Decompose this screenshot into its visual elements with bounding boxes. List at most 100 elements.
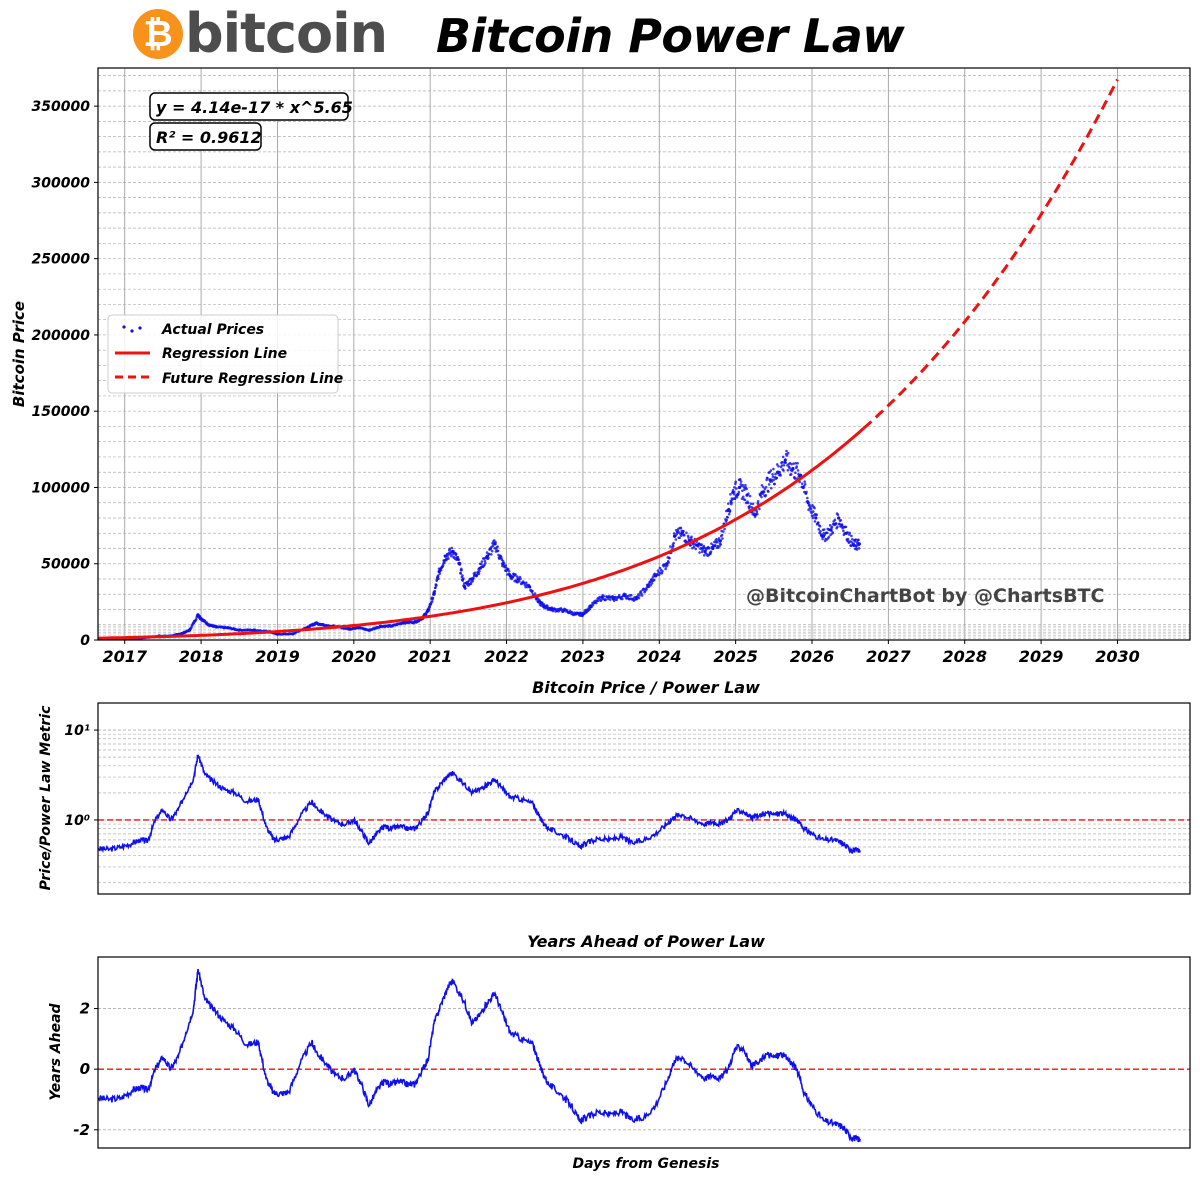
y-tick-label: 250000 [32, 252, 91, 268]
x-tick-label: 2026 [790, 647, 835, 666]
price-point [698, 551, 701, 554]
price-point [487, 556, 490, 560]
price-point [640, 594, 644, 597]
bitcoin-logo: ₿ bitcoin [133, 6, 388, 62]
price-point [674, 538, 678, 541]
price-point [751, 502, 755, 506]
x-tick-label: 2028 [942, 647, 987, 666]
price-point [802, 484, 806, 488]
price-point [815, 513, 818, 516]
price-point [733, 497, 737, 500]
future-regression-line [862, 78, 1119, 430]
price-point [669, 545, 672, 548]
price-point [792, 467, 795, 470]
price-point [741, 495, 745, 499]
price-point [803, 480, 807, 483]
price-point [702, 544, 706, 548]
price-point [531, 589, 534, 593]
price-point [436, 574, 440, 578]
price-point [496, 545, 499, 548]
price-point [639, 590, 643, 593]
price-point [830, 525, 834, 529]
price-point [435, 584, 438, 587]
price-point [837, 516, 840, 520]
price-point [604, 598, 608, 601]
price-point [427, 608, 431, 611]
header: ₿ bitcoin Bitcoin Power Law [0, 0, 1200, 66]
price-point [716, 540, 719, 544]
actual-prices-series [98, 449, 861, 640]
price-point [717, 537, 721, 540]
price-point [723, 527, 726, 531]
legend-dot [122, 325, 126, 329]
price-point [809, 507, 813, 511]
price-point [725, 509, 728, 513]
price-point [827, 535, 831, 539]
price-point [664, 567, 667, 571]
price-point [460, 568, 463, 572]
price-point [438, 572, 441, 576]
price-point [842, 529, 845, 533]
y-tick-label: 10⁰ [64, 813, 90, 829]
x-tick-label: 2017 [102, 647, 147, 666]
price-point [855, 544, 858, 547]
price-point [744, 483, 747, 487]
legend-actual-prices: Actual Prices [161, 322, 264, 338]
price-point [454, 552, 458, 556]
price-point [624, 593, 627, 596]
price-point [828, 524, 832, 527]
price-chart-y-ticks: 0 50000 100000 150000 200000 250000 300000 3500… [32, 99, 98, 649]
regression-line [98, 426, 865, 640]
y-tick-label: 0 [80, 633, 90, 649]
price-point [684, 539, 687, 542]
price-point [633, 598, 637, 601]
price-point [542, 603, 546, 606]
price-point [617, 593, 621, 597]
years-ahead-chart-grid [98, 1008, 1190, 1131]
price-point [747, 492, 750, 495]
price-point [793, 477, 797, 480]
price-point [545, 604, 549, 607]
price-point [785, 449, 788, 453]
price-point [821, 537, 824, 541]
price-point [608, 598, 612, 601]
price-point [817, 528, 821, 531]
price-point [737, 485, 742, 490]
price-point [805, 490, 808, 494]
price-point [763, 487, 767, 491]
price-point [855, 548, 859, 551]
price-point [725, 518, 729, 522]
price-point [502, 561, 506, 565]
y-tick-label: 150000 [32, 404, 91, 420]
price-point [817, 521, 820, 524]
price-point [671, 544, 675, 548]
price-point [769, 469, 773, 472]
price-point [851, 537, 854, 541]
price-point [840, 523, 844, 526]
price-point [459, 572, 462, 575]
price-point [766, 476, 769, 480]
price-point [443, 561, 446, 564]
price-chart-frame [97, 67, 1191, 641]
price-point [581, 614, 584, 618]
price-point [615, 598, 618, 602]
price-point [767, 490, 770, 493]
price-point [741, 483, 745, 487]
y-tick-label: 50000 [41, 557, 90, 573]
price-point [857, 543, 861, 547]
r-squared-box [149, 122, 262, 151]
years-ahead-chart-title: Years Ahead of Power Law [527, 932, 765, 951]
price-point [702, 554, 706, 557]
x-tick-label: 2029 [1019, 647, 1064, 666]
years-ahead-chart-y-label: Years Ahead [48, 1002, 64, 1100]
price-point [721, 537, 724, 540]
price-point [672, 541, 675, 545]
price-point [781, 460, 784, 464]
y-tick-label: 200000 [32, 328, 91, 344]
price-point [758, 507, 761, 511]
x-tick-label: 2027 [866, 647, 911, 666]
price-point [494, 540, 497, 544]
price-point [194, 618, 198, 621]
price-point [748, 494, 752, 498]
x-tick-label: 2024 [637, 647, 682, 666]
